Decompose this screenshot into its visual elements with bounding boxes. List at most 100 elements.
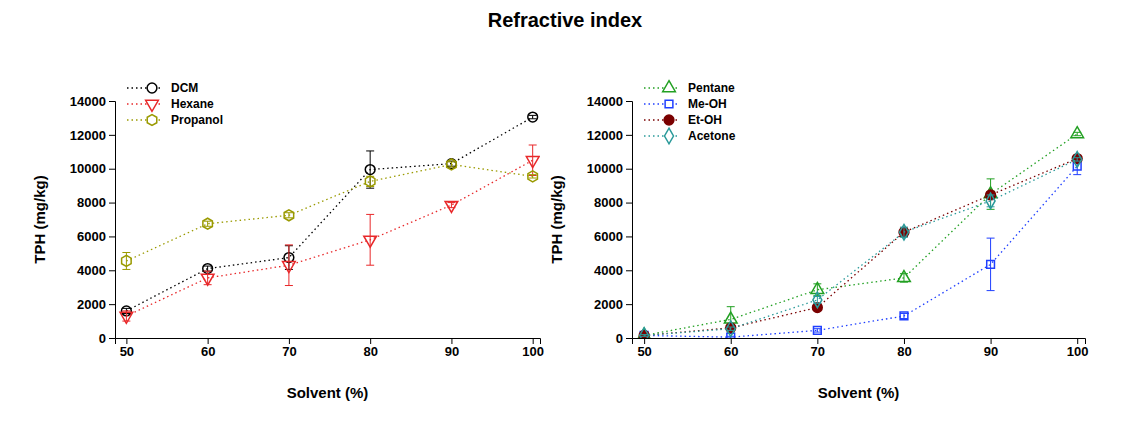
x-tick-label: 50 [120, 344, 134, 359]
data-point [528, 112, 538, 122]
y-tick-label: 8000 [77, 195, 106, 210]
y-tick-label: 12000 [70, 128, 106, 143]
legend-label: Hexane [171, 97, 214, 111]
x-tick-label: 50 [637, 344, 651, 359]
x-tick-label: 80 [897, 344, 911, 359]
data-point [899, 224, 908, 240]
legend-label: DCM [171, 81, 198, 95]
error-bar [987, 238, 995, 290]
x-tick-mark [289, 338, 290, 344]
x-tick: 100 [522, 338, 544, 359]
error-bar [529, 175, 537, 178]
error-bar [727, 307, 735, 332]
x-axis-title: Solvent (%) [818, 384, 900, 401]
series [640, 152, 1082, 338]
title: Refractive index [488, 9, 643, 31]
x-tick-label: 90 [984, 344, 998, 359]
y-tick-label: 14000 [70, 94, 106, 109]
y-tick: 0 [99, 331, 115, 346]
data-point [987, 260, 995, 268]
legend-marker [147, 115, 157, 126]
y-tick: 6000 [594, 229, 632, 244]
x-tick-label: 80 [363, 344, 377, 359]
x-tick-mark [991, 338, 992, 344]
legend: DCMHexanePropanol [127, 81, 223, 127]
data-point [120, 312, 133, 323]
panel: 5060708090100020004000600080001000012000… [31, 81, 544, 401]
y-tick: 14000 [587, 94, 632, 109]
y-tick: 2000 [77, 297, 115, 312]
data-point [813, 292, 822, 308]
x-axis: 5060708090100 [633, 338, 1089, 359]
y-tick: 0 [616, 331, 632, 346]
x-tick-label: 60 [724, 344, 738, 359]
series [640, 158, 1081, 338]
y-tick-label: 4000 [594, 263, 623, 278]
data-point [283, 262, 296, 273]
x-tick-mark [451, 338, 452, 344]
x-tick: 60 [201, 338, 215, 359]
chart-root: Refractive index 50 60 70 80 90 100 0 2000 4000 60… [0, 0, 1130, 434]
data-point [528, 171, 538, 182]
y-tick: 2000 [594, 297, 632, 312]
data-point [726, 321, 735, 337]
error-bar [366, 176, 374, 186]
legend-marker [664, 115, 674, 125]
y-tick-mark [626, 236, 632, 237]
data-point [447, 159, 457, 170]
data-point [365, 176, 375, 187]
error-bar [727, 327, 735, 330]
error-bar [204, 271, 212, 285]
series-line [126, 164, 532, 260]
legend-label: Me-OH [688, 97, 727, 111]
y-tick-mark [626, 101, 632, 102]
series-line [644, 166, 1077, 337]
y-axis-title: TPH (mg/kg) [31, 175, 48, 263]
y-tick-mark [626, 135, 632, 136]
x-tick-label: 90 [445, 344, 459, 359]
x-tick-label: 100 [522, 344, 544, 359]
data-point [201, 274, 214, 285]
data-point [900, 312, 908, 320]
plot-area [638, 127, 1084, 338]
x-axis-title: Solvent (%) [287, 384, 369, 401]
y-tick-label: 10000 [70, 161, 106, 176]
y-tick-label: 6000 [77, 229, 106, 244]
series [638, 127, 1084, 338]
x-axis: 50 60 70 80 90 100 [116, 338, 545, 359]
x-tick-label: 100 [1067, 344, 1089, 359]
legend-label: Pentane [688, 81, 735, 95]
y-tick-label: 10000 [587, 161, 623, 176]
y-tick-mark [626, 338, 632, 339]
error-bar [447, 162, 455, 167]
data-point [203, 218, 213, 229]
legend-entry: Pentane [644, 81, 735, 95]
y-tick-mark [626, 270, 632, 271]
y-tick-mark [109, 135, 115, 136]
x-tick: 50 [637, 338, 651, 359]
x-tick: 70 [282, 338, 296, 359]
legend-label: Acetone [688, 129, 736, 143]
y-tick-label: 12000 [587, 128, 623, 143]
y-tick-mark [626, 304, 632, 305]
data-point [526, 157, 539, 168]
y-axis: 02000400060008000100001200014000 [587, 94, 633, 346]
y-tick: 12000 [70, 128, 115, 143]
x-tick-mark [644, 338, 645, 344]
y-tick-mark [109, 169, 115, 170]
panel: 5060708090100020004000600080001000012000… [548, 81, 1089, 401]
y-tick-mark [626, 169, 632, 170]
x-tick-mark [126, 338, 127, 344]
legend-entry: DCM [127, 81, 198, 95]
x-tick-label: 70 [282, 344, 296, 359]
error-bar [813, 329, 821, 332]
legend-marker [665, 100, 673, 108]
data-point [986, 193, 995, 209]
data-point [364, 236, 377, 247]
series-line [644, 134, 1077, 335]
x-tick: 60 [724, 338, 738, 359]
x-tick-mark [904, 338, 905, 344]
x-tick: 100 [1067, 338, 1089, 359]
legend-entry: Acetone [644, 128, 736, 144]
x-tick-mark [731, 338, 732, 344]
